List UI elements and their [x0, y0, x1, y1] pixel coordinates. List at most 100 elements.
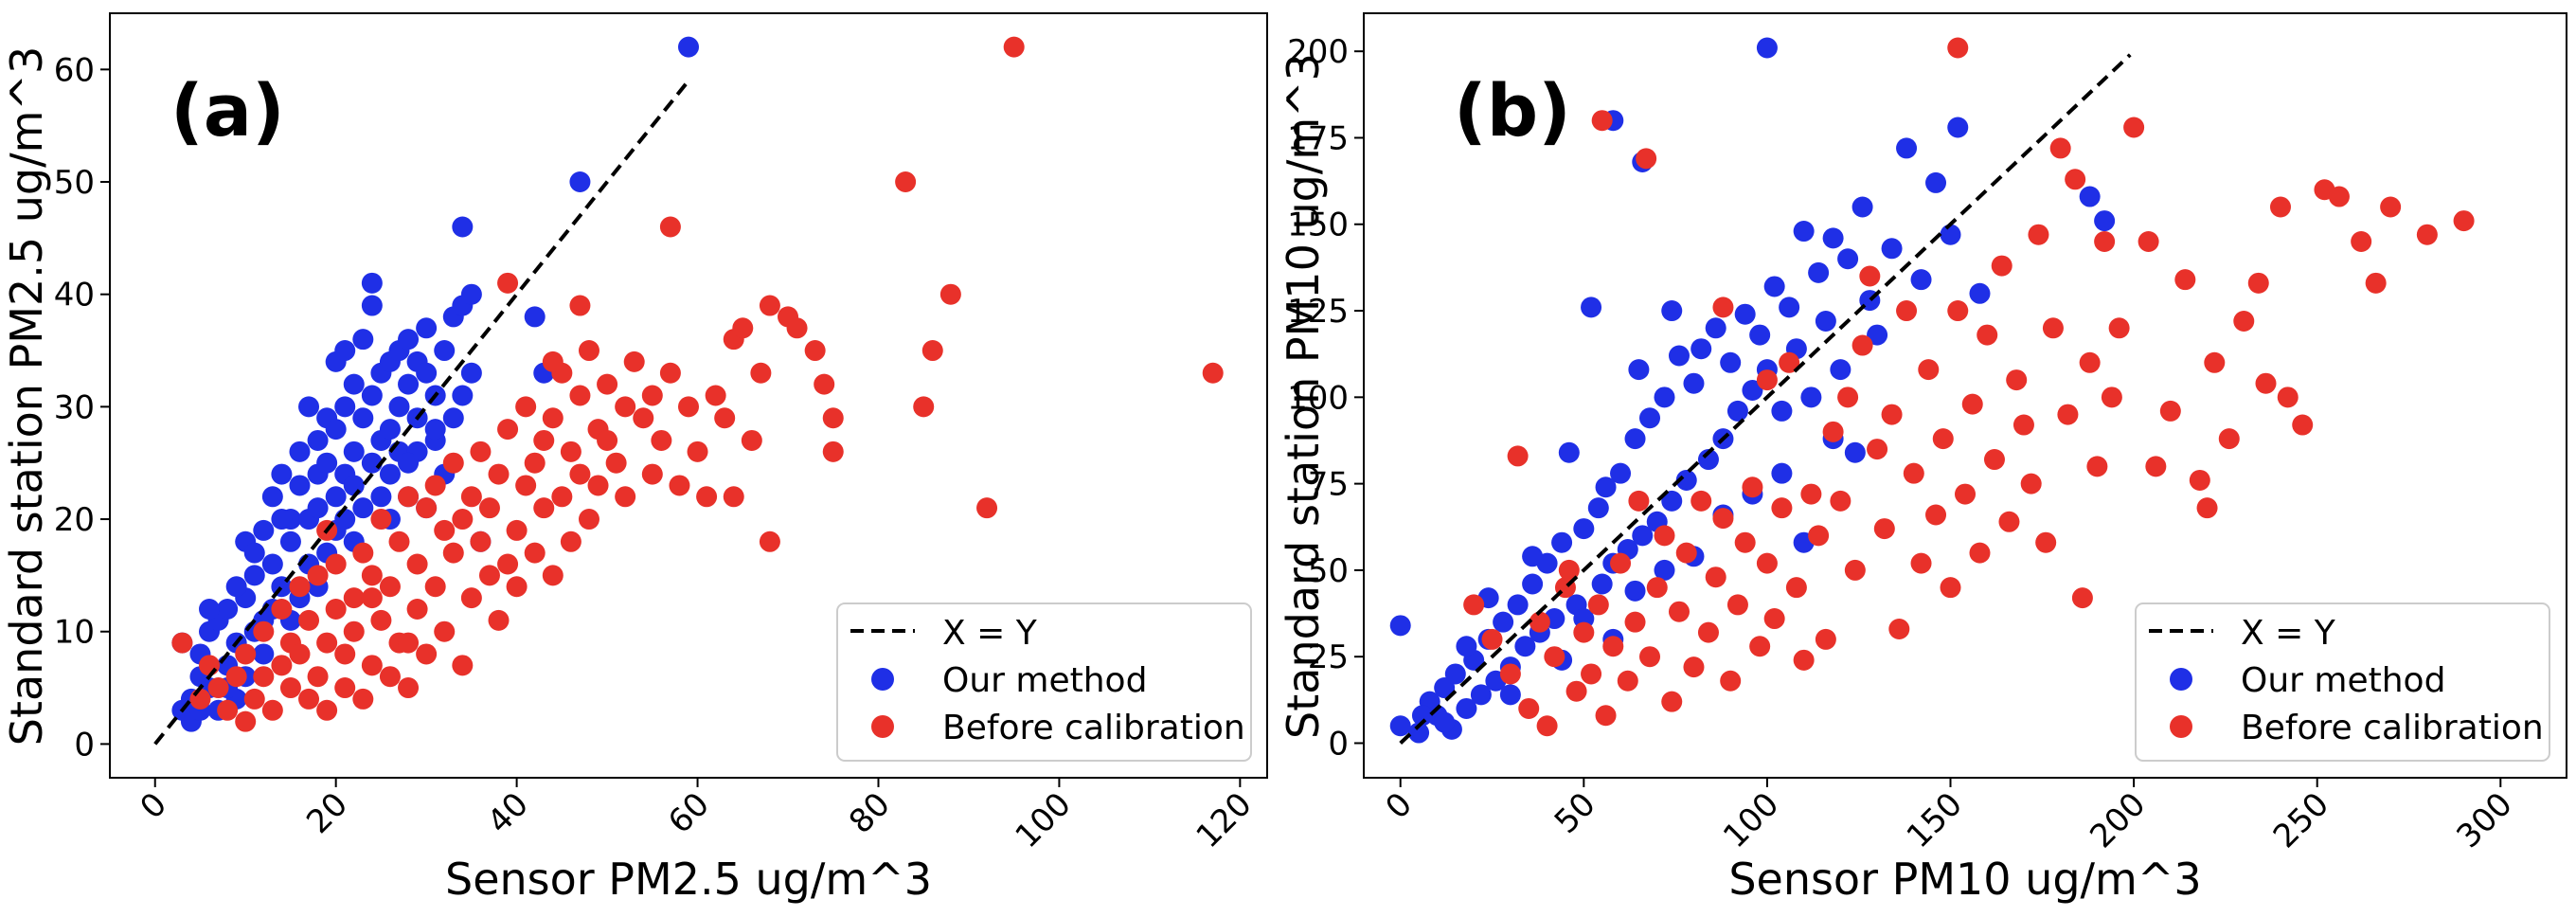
panel-a-point-before-calibration: [398, 677, 420, 699]
panel-b-point-before-calibration: [1683, 656, 1705, 678]
panel-b-point-before-calibration: [1918, 359, 1940, 381]
panel-b-legend-ours-label: Our method: [2241, 661, 2445, 700]
panel-b-point-our-method: [1624, 580, 1646, 602]
panel-a-point-before-calibration: [714, 407, 736, 429]
panel-b-point-our-method: [1705, 317, 1726, 339]
panel-b-point-before-calibration: [1481, 628, 1503, 650]
panel-b-point-before-calibration: [1756, 552, 1778, 574]
panel-a-point-before-calibration: [814, 373, 835, 395]
panel-b-point-our-method: [1896, 137, 1918, 159]
panel-b-point-before-calibration: [2094, 231, 2116, 253]
panel-b-point-our-method: [1470, 684, 1492, 706]
panel-a-point-before-calibration: [669, 475, 690, 496]
panel-b-legend-before-label: Before calibration: [2241, 709, 2544, 747]
panel-a-legend-before-label: Before calibration: [942, 709, 1245, 747]
panel-b-point-before-calibration: [1646, 577, 1668, 599]
panel-a-point-our-method: [253, 519, 275, 541]
panel-a-point-our-method: [334, 509, 356, 530]
panel-a-point-our-method: [361, 385, 383, 406]
panel-a-point-before-calibration: [361, 587, 383, 609]
panel-b-point-before-calibration: [2277, 387, 2299, 408]
panel-b-point-our-method: [1969, 282, 1991, 304]
panel-b-pm10: 0 50 100 150 200 250 3000255075100125150175200…: [1278, 12, 2567, 905]
panel-b-point-before-calibration: [1940, 577, 1961, 599]
panel-b-point-before-calibration: [1808, 525, 1830, 547]
panel-a-point-before-calibration: [641, 385, 663, 406]
panel-b-point-before-calibration: [2035, 531, 2057, 553]
panel-a-point-our-method: [298, 396, 320, 418]
panel-a-point-before-calibration: [533, 429, 555, 451]
panel-b-point-our-method: [1742, 380, 1763, 402]
panel-b-point-our-method: [1668, 345, 1690, 367]
panel-a-legend-box: [836, 602, 1252, 762]
panel-a-point-before-calibration: [361, 655, 383, 676]
panel-a-point-our-method: [325, 419, 347, 441]
panel-b-point-our-method: [1632, 525, 1654, 547]
panel-b-point-our-method: [1837, 248, 1859, 270]
panel-b-point-before-calibration: [1837, 387, 1859, 408]
panel-a-point-before-calibration: [895, 171, 917, 193]
panel-a-point-our-method: [416, 317, 438, 339]
panel-b-point-before-calibration: [1734, 531, 1756, 553]
panel-b-point-our-method: [1867, 324, 1888, 346]
panel-a-point-before-calibration: [804, 340, 826, 362]
panel-b-point-before-calibration: [2028, 224, 2049, 245]
panel-b-point-our-method: [1690, 338, 1712, 360]
panel-a-point-our-method: [569, 171, 591, 193]
panel-b-point-our-method: [1947, 117, 1969, 138]
panel-a-point-before-calibration: [533, 497, 555, 519]
panel-a-point-before-calibration: [1003, 36, 1025, 58]
panel-b-point-before-calibration: [1602, 636, 1624, 657]
panel-b-point-before-calibration: [1793, 649, 1815, 671]
panel-b-point-our-method: [1654, 559, 1675, 581]
panel-b-point-before-calibration: [1668, 601, 1690, 622]
panel-a-point-our-method: [361, 295, 383, 316]
panel-a-point-our-method: [352, 329, 374, 351]
panel-a-y-tick-label: 10: [54, 614, 95, 652]
panel-b-point-our-method: [1456, 697, 1477, 719]
panel-a-point-before-calibration: [696, 486, 718, 508]
panel-a-point-before-calibration: [189, 688, 211, 710]
panel-a-point-before-calibration: [524, 542, 546, 564]
panel-b-point-our-method: [1624, 428, 1646, 450]
panel-b-point-before-calibration: [1573, 621, 1595, 643]
panel-a-point-before-calibration: [687, 441, 708, 462]
panel-b-point-before-calibration: [2123, 117, 2145, 138]
panel-a-y-tick-label: 50: [54, 164, 95, 202]
panel-b-point-before-calibration: [1800, 483, 1822, 505]
panel-b-point-before-calibration: [2145, 456, 2167, 477]
panel-a-point-before-calibration: [279, 677, 301, 699]
panel-a-point-before-calibration: [271, 598, 293, 620]
panel-b-label: (b): [1454, 68, 1571, 153]
panel-a-point-before-calibration: [560, 530, 581, 552]
panel-b-point-our-method: [1639, 407, 1661, 429]
panel-a-point-before-calibration: [623, 351, 645, 372]
panel-b-legend: X = Y Our method Before calibration: [2135, 602, 2550, 762]
panel-a-point-before-calibration: [235, 643, 257, 665]
panel-b-point-before-calibration: [1932, 428, 1954, 450]
panel-a-point-before-calibration: [307, 565, 329, 586]
panel-b-point-our-method: [1683, 372, 1705, 394]
panel-b-frame: [1363, 12, 2567, 779]
panel-a-point-before-calibration: [370, 609, 392, 631]
panel-b-point-before-calibration: [1720, 670, 1742, 692]
panel-a-point-before-calibration: [235, 710, 257, 732]
panel-b-point-our-method: [1514, 636, 1536, 657]
panel-b-reference-line-xy: [1399, 53, 2132, 745]
panel-b-point-before-calibration: [1507, 445, 1529, 467]
panel-b-point-before-calibration: [1697, 621, 1719, 643]
panel-b-point-our-method: [1408, 722, 1430, 744]
panel-b-point-our-method: [1771, 462, 1793, 484]
panel-a-point-before-calibration: [442, 542, 464, 564]
panel-a-point-before-calibration: [488, 609, 510, 631]
panel-a-point-our-method: [261, 553, 283, 575]
panel-b-point-before-calibration: [1873, 518, 1895, 540]
panel-b-point-before-calibration: [2065, 169, 2086, 190]
panel-b-point-our-method: [1720, 351, 1742, 373]
panel-a-point-before-calibration: [659, 216, 681, 238]
panel-b-x-axis-label: Sensor PM10 ug/m^3: [1728, 854, 2201, 905]
panel-b-point-our-method: [1844, 441, 1866, 463]
panel-a-point-before-calibration: [460, 486, 482, 508]
panel-b-point-before-calibration: [1998, 511, 2020, 532]
